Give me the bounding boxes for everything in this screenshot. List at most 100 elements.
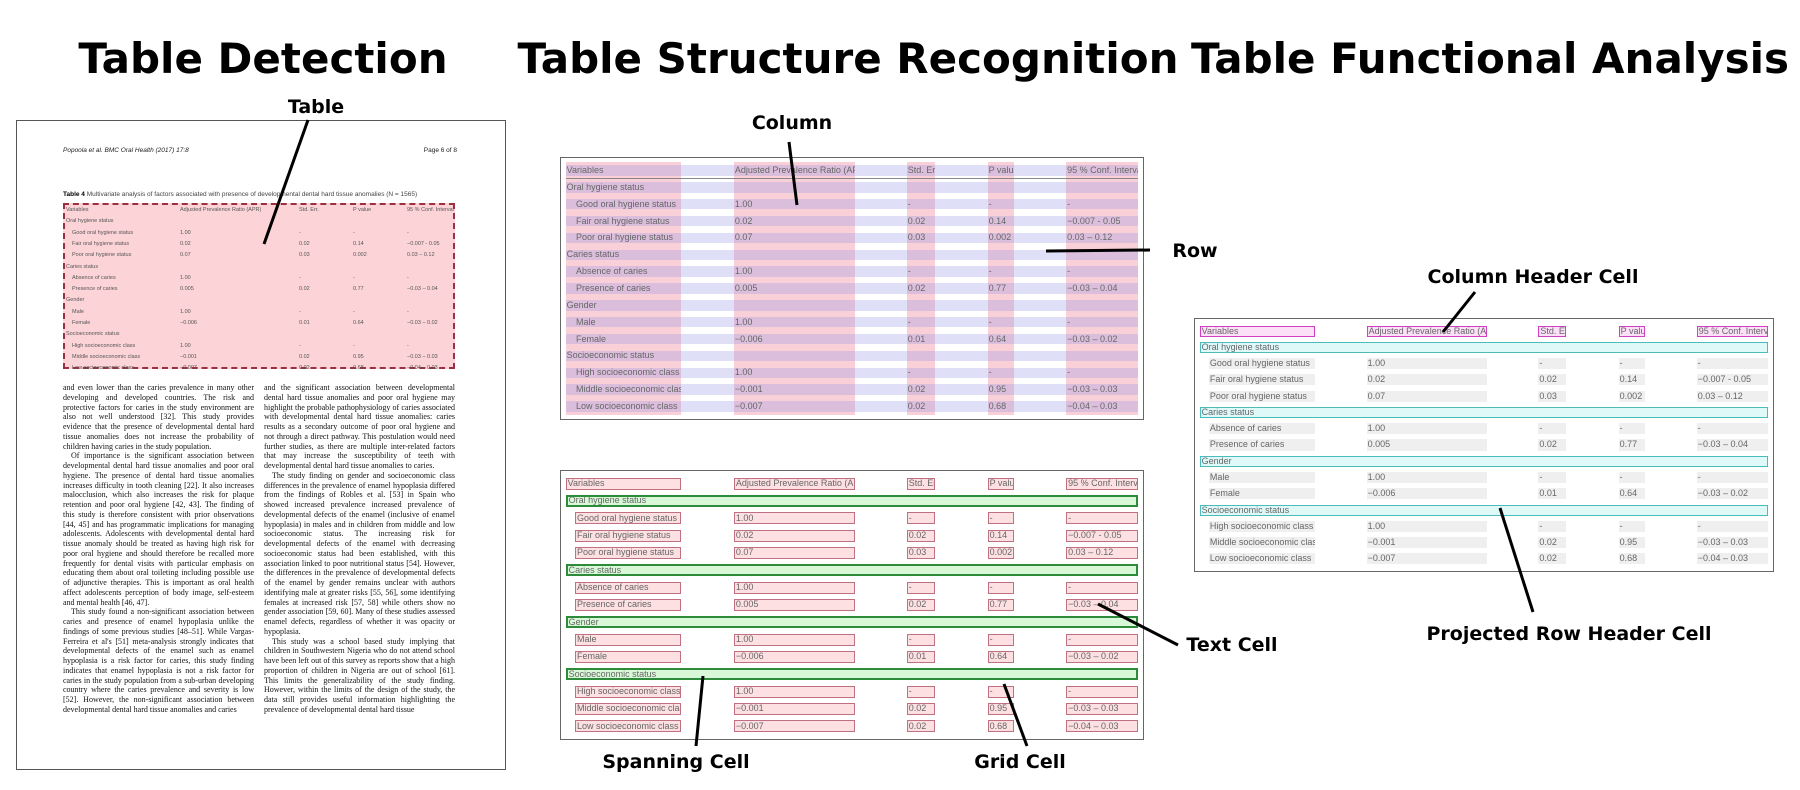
- column-band: [565, 162, 682, 415]
- grid-cell: −0.007: [733, 720, 855, 733]
- grid-cell: −0.04 – 0.03: [1696, 553, 1768, 565]
- grid-cell: −0.006: [734, 333, 763, 344]
- mini-cell: −0.007 - 0.05: [407, 240, 440, 247]
- row-label-cell: High socioeconomic class: [574, 685, 682, 698]
- header-cell: Variables: [566, 165, 604, 175]
- mini-cell: Good oral hygiene status: [72, 229, 134, 236]
- label-table: Table: [287, 96, 345, 118]
- header-cell: Adjusted Prevalence Ratio (APR): [733, 477, 855, 490]
- header-cell: Std. Err.: [906, 477, 935, 490]
- grid-cell: 0.03: [906, 547, 935, 559]
- grid-cell: -: [1538, 358, 1567, 370]
- row-band: [565, 182, 1138, 193]
- grid-cell: 0.02: [1538, 374, 1567, 386]
- row-label-cell: Middle socioeconomic class: [575, 384, 682, 395]
- section-row-cell: Caries status: [566, 249, 620, 260]
- mini-cell: Middle socioeconomic class: [72, 353, 141, 360]
- grid-cell: 0.02: [906, 703, 935, 715]
- mini-cell: -: [299, 342, 301, 349]
- mini-cell: 0.95: [353, 353, 364, 360]
- arrow-column: [787, 141, 799, 206]
- row-label-cell: Low socioeconomic class: [574, 720, 682, 733]
- row-label-cell: Presence of caries: [1208, 439, 1315, 451]
- row-band: [565, 232, 1138, 244]
- grid-cell: 0.02: [734, 215, 753, 226]
- grid-cell: 1.00: [1366, 423, 1487, 435]
- row-band: [565, 401, 1138, 412]
- grid-cell: 0.01: [907, 333, 926, 344]
- mini-cell: 0.01: [299, 320, 310, 326]
- row-band: [565, 198, 1138, 210]
- mini-cell: 0.68: [353, 365, 364, 372]
- mini-cell: -: [299, 308, 301, 315]
- grid-cell: 0.02: [906, 529, 935, 542]
- label-spanning-cell: Spanning Cell: [602, 751, 750, 773]
- mini-cell: −0.04 – 0.03: [407, 365, 438, 372]
- grid-cell: 0.02: [906, 720, 935, 733]
- mini-cell: -: [407, 229, 409, 236]
- row-label-cell: Middle socioeconomic class: [574, 703, 682, 715]
- mini-cell: 0.14: [353, 240, 364, 247]
- mini-cell: Absence of caries: [72, 274, 116, 281]
- mini-cell: Low socioeconomic class: [72, 365, 135, 372]
- row-label-cell: Fair oral hygiene status: [1208, 374, 1315, 386]
- grid-cell: 0.002: [987, 547, 1015, 559]
- grid-cell: 0.03: [1538, 390, 1567, 402]
- label-grid-cell: Grid Cell: [974, 751, 1066, 773]
- row-band: [565, 367, 1138, 379]
- grid-cell: -: [906, 685, 935, 698]
- mini-cell: 0.03: [299, 252, 310, 259]
- mini-header-cell: Variables: [66, 207, 89, 213]
- grid-cell: 0.02: [906, 599, 935, 611]
- grid-cell: 0.64: [987, 651, 1015, 663]
- mini-cell: -: [299, 274, 301, 281]
- grid-cell: -: [1618, 423, 1646, 435]
- grid-cell: -: [1696, 520, 1768, 532]
- mini-cell: 0.77: [353, 286, 364, 293]
- mini-cell: −0.006: [180, 320, 197, 326]
- header-cell: 95 % Conf. Interval: [1067, 165, 1138, 175]
- projected-row-header-cell: Socioeconomic status: [1199, 504, 1768, 516]
- mini-cell: 0.07: [180, 252, 191, 259]
- arrow-row: [1045, 248, 1151, 253]
- mini-cell: 0.02: [299, 240, 310, 247]
- mini-cell: Male: [72, 308, 84, 315]
- grid-cell: 0.005: [734, 283, 758, 293]
- running-head-right: Page 6 of 8: [423, 147, 457, 154]
- grid-cell: -: [1538, 472, 1567, 484]
- grid-cell: 0.03 – 0.12: [1066, 547, 1138, 559]
- grid-cell: 0.02: [907, 401, 926, 412]
- mini-cell: −0.03 – 0.03: [407, 353, 438, 360]
- row-label-cell: Good oral hygiene status: [574, 512, 682, 525]
- label-row: Row: [1172, 240, 1218, 262]
- row-label-cell: Absence of caries: [574, 581, 682, 594]
- arrow-spanning-cell: [694, 675, 705, 747]
- header-cell: P value: [987, 477, 1015, 490]
- mini-cell: −0.001: [180, 353, 197, 360]
- mini-cell: 0.02: [180, 240, 191, 247]
- mini-section-row: Oral hygiene status: [66, 218, 114, 225]
- grid-cell: 0.14: [988, 215, 1007, 226]
- grid-cell: −0.03 – 0.02: [1067, 333, 1118, 344]
- row-label-cell: Absence of caries: [1208, 423, 1315, 435]
- grid-cell: −0.007 - 0.05: [1696, 374, 1768, 386]
- mini-cell: -: [353, 274, 355, 281]
- grid-cell: 0.02: [907, 283, 926, 293]
- mini-section-row: Socioeconomic status: [66, 331, 120, 338]
- grid-cell: 1.00: [734, 266, 753, 277]
- label-column: Column: [751, 112, 833, 134]
- grid-cell: -: [906, 512, 935, 525]
- mini-cell: -: [407, 274, 409, 281]
- grid-cell: 0.03 – 0.12: [1067, 232, 1113, 243]
- grid-cell: 0.68: [988, 401, 1007, 412]
- grid-cell: −0.03 – 0.04: [1696, 439, 1768, 451]
- grid-cell: −0.03 – 0.04: [1067, 283, 1118, 293]
- row-label-cell: Presence of caries: [574, 599, 682, 611]
- caption-text: Multivariate analysis of factors associa…: [84, 191, 418, 198]
- mini-cell: −0.007: [180, 365, 197, 372]
- row-label-cell: Presence of caries: [575, 283, 651, 293]
- mini-header-cell: 95 % Conf. Interval: [407, 207, 454, 213]
- mini-cell: 1.00: [180, 342, 191, 349]
- row-label-cell: Fair oral hygiene status: [575, 215, 670, 226]
